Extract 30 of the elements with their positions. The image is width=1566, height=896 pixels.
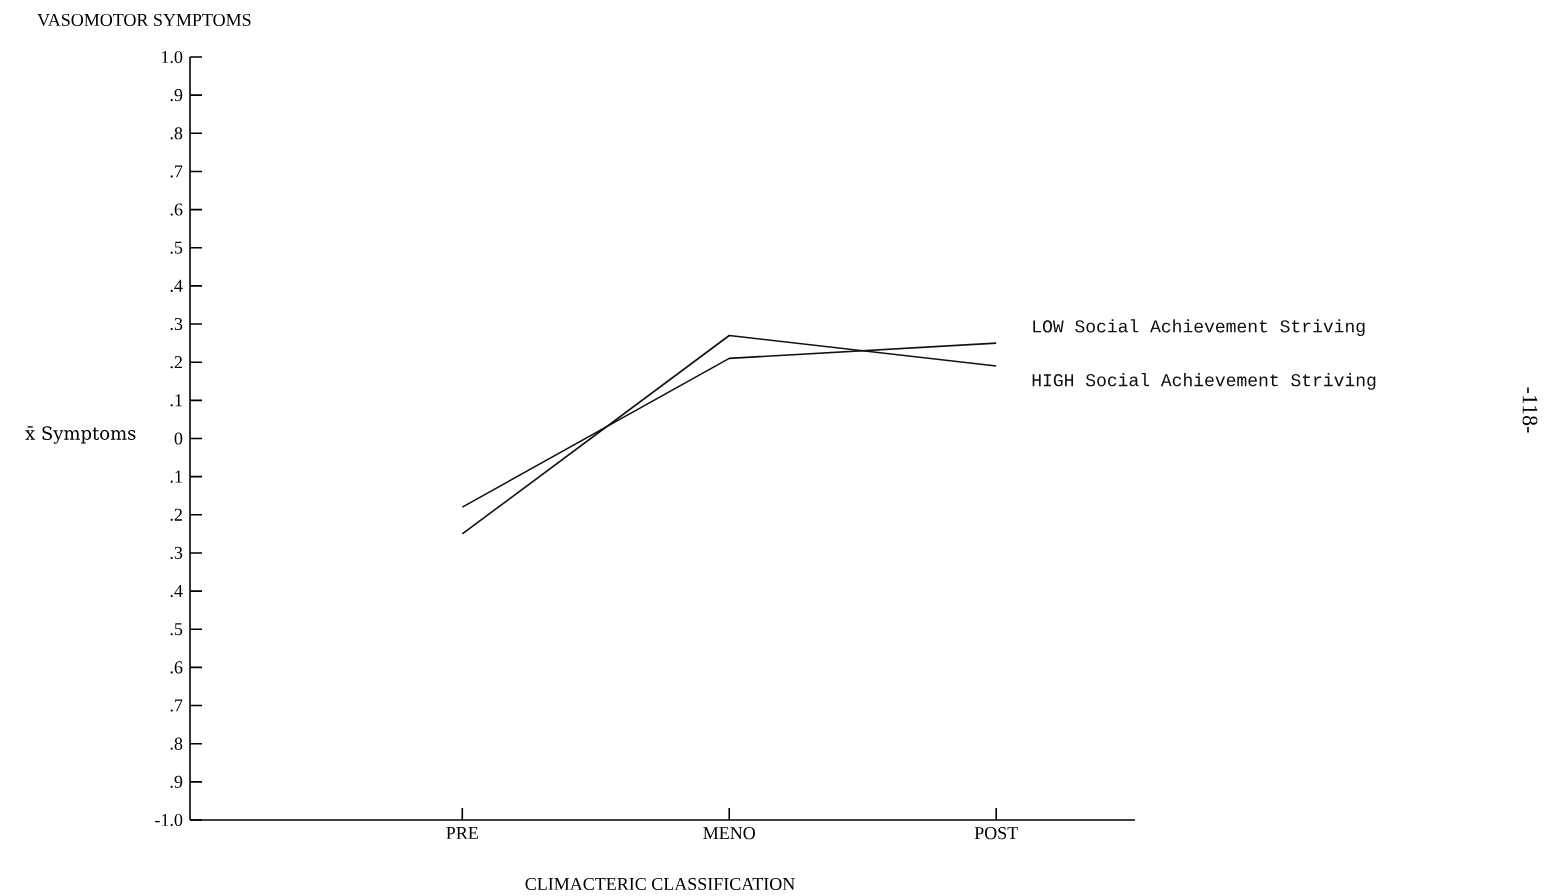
y-tick-label: .1 xyxy=(170,394,182,407)
y-tick-label: 0 xyxy=(174,432,183,445)
text: -118- xyxy=(1522,387,1538,433)
y-tick-label: .5 xyxy=(170,623,183,636)
y-tick-label: .7 xyxy=(170,165,183,178)
y-tick-label: .8 xyxy=(170,737,183,750)
y-tick-label: .4 xyxy=(170,279,183,292)
y-tick-label: .8 xyxy=(170,127,183,140)
y-tick-label: .3 xyxy=(170,317,183,331)
y-tick-label: .2 xyxy=(170,508,182,521)
y-tick-label: .6 xyxy=(170,661,183,674)
y-tick-label: .2 xyxy=(170,356,182,369)
y-tick-label: .5 xyxy=(170,241,183,254)
x-axis-title: CLIMACTERIC CLASSIFICATION xyxy=(525,877,795,891)
y-tick-label: .9 xyxy=(170,89,183,102)
y-tick-label: .3 xyxy=(170,546,183,560)
y-axis-title: x̄ Symptoms xyxy=(25,426,136,444)
y-tick-label: .6 xyxy=(170,203,183,216)
y-tick-label: .7 xyxy=(170,699,183,712)
chart-title: VASOMOTOR SYMPTOMS xyxy=(37,13,251,27)
x-tick-label: POST xyxy=(974,827,1018,840)
y-tick-label: .4 xyxy=(170,585,183,598)
y-tick-label: -1.0 xyxy=(155,813,183,827)
text: LOW Social Achievement Striving xyxy=(1033,319,1365,337)
y-tick-label: 1.0 xyxy=(162,50,183,64)
x-tick-label: MENO xyxy=(703,827,756,840)
x-tick-label: PRE xyxy=(446,827,478,839)
y-tick-label: .1 xyxy=(170,470,182,483)
y-tick-label: .9 xyxy=(170,775,183,788)
text: HIGH Social Achievement Striving xyxy=(1032,373,1376,390)
